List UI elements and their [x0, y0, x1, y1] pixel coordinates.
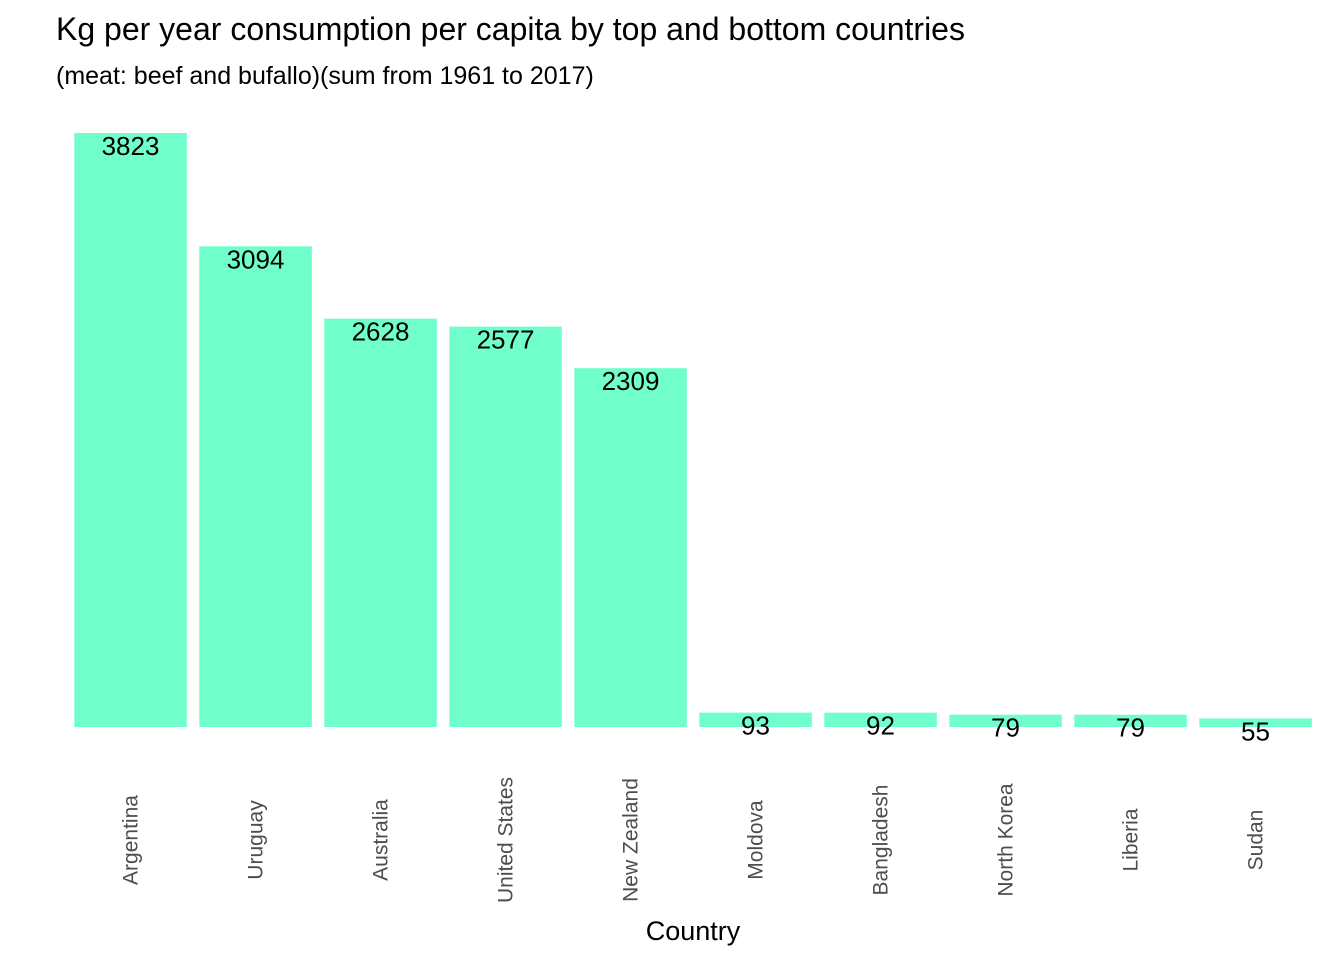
chart-subtitle: (meat: beef and bufallo)(sum from 1961 t…: [56, 62, 594, 90]
bar-australia: [324, 318, 437, 727]
data-labels-layer: 3823 3094 2628 2577 2309 93 92 79 79 55: [102, 131, 1270, 747]
x-tick-label-argentina: Argentina: [120, 795, 143, 885]
bar-north-korea: [949, 714, 1062, 727]
data-label-liberia: 79: [1116, 713, 1145, 743]
bar-sudan: [1199, 718, 1312, 727]
bar-united-states: [449, 326, 562, 727]
data-label-new-zealand: 2309: [602, 366, 660, 396]
x-axis-label: Country: [646, 916, 741, 946]
x-tick-label-bangladesh: Bangladesh: [870, 785, 893, 896]
data-label-united-states: 2577: [477, 325, 535, 355]
bar-liberia: [1074, 714, 1187, 727]
bar-moldova: [699, 712, 812, 727]
bar-bangladesh: [824, 712, 937, 727]
data-label-moldova: 93: [741, 711, 770, 741]
data-label-bangladesh: 92: [866, 711, 895, 741]
x-tick-labels: Argentina Uruguay Australia United States Ne…: [120, 777, 1268, 903]
x-tick-label-north-korea: North Korea: [995, 783, 1018, 897]
x-tick-label-moldova: Moldova: [745, 800, 768, 880]
data-label-uruguay: 3094: [227, 244, 285, 274]
x-tick-label-liberia: Liberia: [1120, 808, 1143, 871]
data-label-argentina: 3823: [102, 131, 160, 161]
data-label-sudan: 55: [1241, 717, 1270, 747]
x-tick-label-uruguay: Uruguay: [245, 800, 268, 880]
bar-new-zealand: [574, 368, 687, 727]
x-tick-label-sudan: Sudan: [1245, 810, 1268, 871]
bar-uruguay: [199, 246, 312, 728]
x-tick-label-united-states: United States: [495, 777, 518, 903]
x-tick-label-australia: Australia: [370, 799, 393, 881]
data-label-north-korea: 79: [991, 713, 1020, 743]
x-tick-label-new-zealand: New Zealand: [620, 778, 643, 902]
chart-title: Kg per year consumption per capita by to…: [56, 11, 965, 47]
bars-layer: [74, 133, 1312, 728]
bar-argentina: [74, 133, 187, 727]
data-label-australia: 2628: [352, 317, 410, 347]
